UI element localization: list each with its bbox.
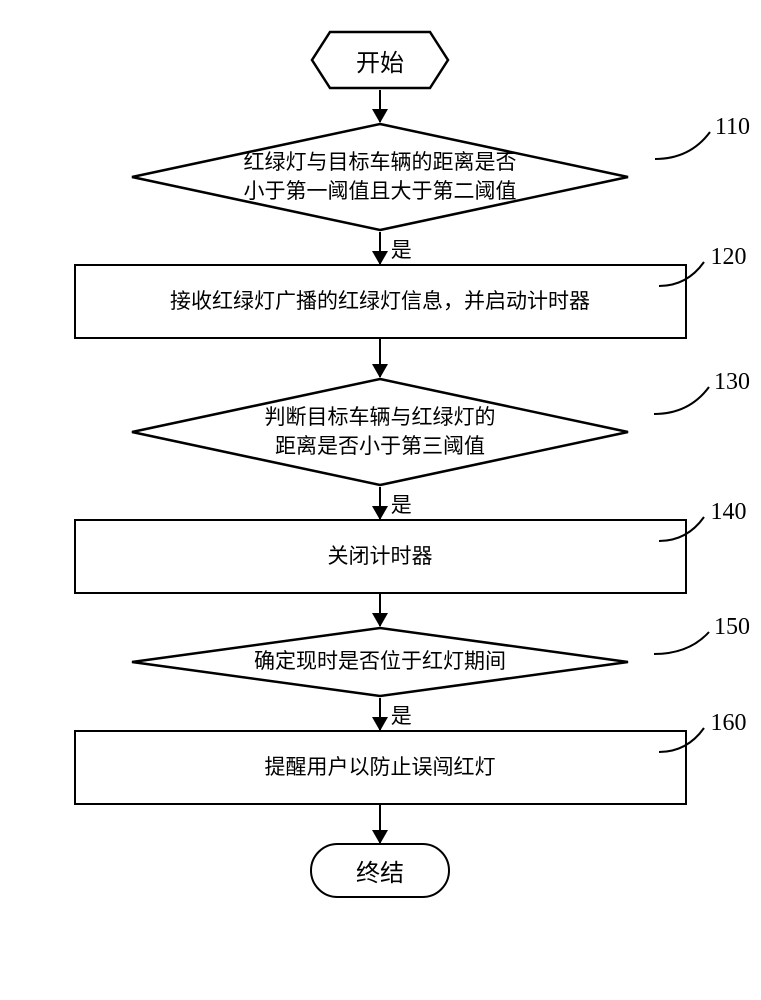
arrow-5: 是	[379, 698, 382, 730]
arrow-3: 是	[379, 487, 382, 519]
callout-130-num: 130	[714, 369, 750, 395]
arrow-6	[379, 805, 382, 843]
decision-1: 红绿灯与目标车辆的距离是否 小于第一阈值且大于第二阈值 110	[130, 122, 630, 232]
callout-140: 140	[711, 499, 747, 526]
start-label: 开始	[356, 43, 404, 78]
callout-160: 160	[711, 710, 747, 737]
process-3: 提醒用户以防止误闯红灯 160	[74, 730, 687, 805]
callout-110-num: 110	[715, 114, 750, 140]
process-2: 关闭计时器 140	[74, 519, 687, 594]
start-node: 开始	[310, 30, 450, 90]
process-1-label: 接收红绿灯广播的红绿灯信息，并启动计时器	[170, 287, 590, 316]
decision-2: 判断目标车辆与红绿灯的 距离是否小于第三阈值 130	[130, 377, 630, 487]
callout-120-num: 120	[711, 244, 747, 270]
decision-3-label: 确定现时是否位于红灯期间	[194, 647, 566, 676]
arrow-1: 是	[379, 232, 382, 264]
callout-150-num: 150	[714, 614, 750, 640]
callout-130: 130	[714, 369, 750, 396]
decision-2-label: 判断目标车辆与红绿灯的 距离是否小于第三阈值	[185, 403, 576, 462]
flowchart-container: 开始 红绿灯与目标车辆的距离是否 小于第一阈值且大于第二阈值 110 是 接收红…	[50, 30, 710, 898]
end-node: 终结	[310, 843, 450, 898]
callout-140-num: 140	[711, 499, 747, 525]
arrow-3-label: 是	[391, 489, 412, 519]
callout-150: 150	[714, 614, 750, 641]
decision-1-label: 红绿灯与目标车辆的距离是否 小于第一阈值且大于第二阈值	[164, 148, 597, 207]
end-label: 终结	[356, 853, 404, 888]
arrow-2	[379, 339, 382, 377]
arrow-0	[379, 90, 382, 122]
arrow-5-label: 是	[391, 700, 412, 730]
process-2-label: 关闭计时器	[328, 542, 433, 571]
callout-160-num: 160	[711, 710, 747, 736]
arrow-4	[379, 594, 382, 626]
callout-110: 110	[715, 114, 750, 141]
decision-3: 确定现时是否位于红灯期间 150	[130, 626, 630, 698]
arrow-1-label: 是	[391, 234, 412, 264]
process-3-label: 提醒用户以防止误闯红灯	[265, 753, 496, 782]
process-1: 接收红绿灯广播的红绿灯信息，并启动计时器 120	[74, 264, 687, 339]
callout-120: 120	[711, 244, 747, 271]
